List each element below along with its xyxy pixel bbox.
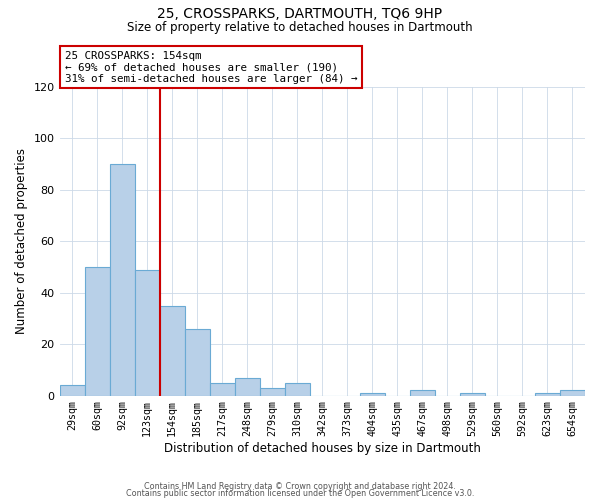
Bar [160,306,185,396]
Bar [235,378,260,396]
Bar [285,382,310,396]
Text: 25, CROSSPARKS, DARTMOUTH, TQ6 9HP: 25, CROSSPARKS, DARTMOUTH, TQ6 9HP [157,8,443,22]
Bar [360,393,385,396]
Bar [260,388,285,396]
Text: Contains HM Land Registry data © Crown copyright and database right 2024.: Contains HM Land Registry data © Crown c… [144,482,456,491]
Text: Contains public sector information licensed under the Open Government Licence v3: Contains public sector information licen… [126,490,474,498]
Bar [85,267,110,396]
Bar [59,386,85,396]
Bar [560,390,585,396]
Bar [110,164,134,396]
Bar [410,390,435,396]
Bar [185,328,209,396]
Bar [209,382,235,396]
Text: Size of property relative to detached houses in Dartmouth: Size of property relative to detached ho… [127,21,473,34]
X-axis label: Distribution of detached houses by size in Dartmouth: Distribution of detached houses by size … [164,442,481,455]
Bar [535,393,560,396]
Bar [460,393,485,396]
Bar [134,270,160,396]
Y-axis label: Number of detached properties: Number of detached properties [15,148,28,334]
Text: 25 CROSSPARKS: 154sqm
← 69% of detached houses are smaller (190)
31% of semi-det: 25 CROSSPARKS: 154sqm ← 69% of detached … [65,51,357,84]
